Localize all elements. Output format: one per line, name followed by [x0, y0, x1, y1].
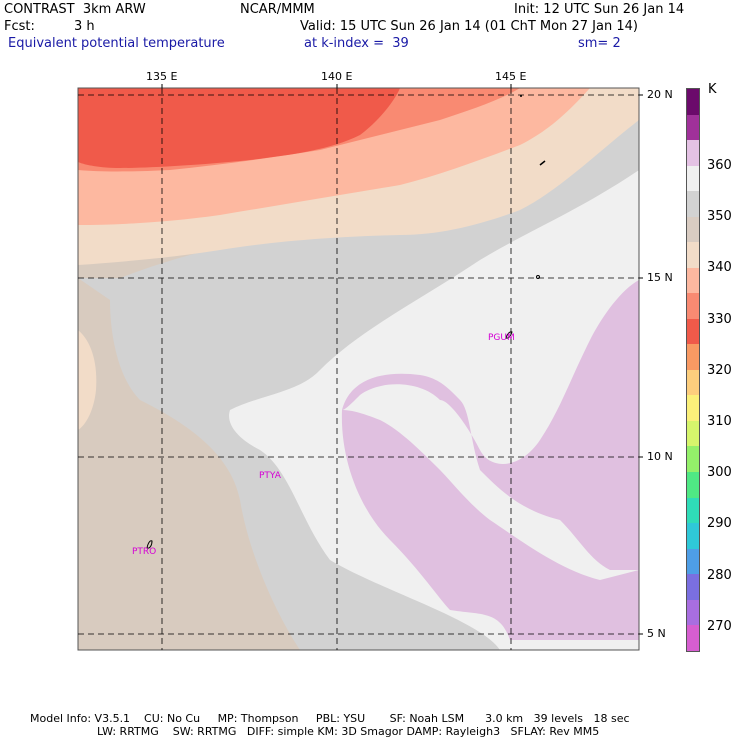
colorbar-cell — [687, 242, 699, 268]
colorbar-cell — [687, 140, 699, 166]
station-pgum: PGUM — [488, 333, 515, 343]
grid-lines — [78, 88, 639, 650]
colorbar-cell — [687, 369, 699, 396]
colorbar-cell — [687, 471, 699, 498]
lat-label-20: 20 N — [647, 88, 673, 101]
lon-label-135: 135 E — [146, 70, 178, 83]
footer-physics: LW: RRTMG SW: RRTMG DIFF: simple KM: 3D … — [97, 725, 600, 738]
colorbar-cell — [687, 599, 699, 626]
footer-model-info: Model Info: V3.5.1 CU: No Cu MP: Thompso… — [30, 712, 630, 725]
lat-label-5: 5 N — [647, 627, 666, 640]
model-title: CONTRAST 3km ARW — [4, 2, 146, 17]
colorbar-label: 350 — [707, 209, 732, 225]
palau-island — [146, 540, 153, 549]
colorbar — [686, 88, 700, 652]
guam-island — [505, 331, 513, 339]
field-band-white — [229, 170, 639, 650]
level-index: at k-index = 39 — [304, 36, 409, 51]
colorbar-cell — [687, 523, 699, 549]
tick-marks — [161, 84, 643, 635]
org-name: NCAR/MMM — [240, 2, 315, 17]
island-north — [539, 160, 546, 166]
colorbar-cell — [687, 625, 699, 651]
colorbar-cell — [687, 497, 699, 524]
colorbar-label: 320 — [707, 362, 732, 378]
field-band-lavender — [341, 280, 639, 640]
colorbar-cell — [687, 89, 699, 115]
island-top — [520, 95, 522, 97]
colorbar-cell — [687, 293, 699, 319]
station-ptya: PTYA — [259, 471, 281, 481]
colorbar-cell — [687, 216, 699, 243]
island-small — [536, 275, 540, 279]
colorbar-cell — [687, 395, 699, 421]
colorbar-label: 330 — [707, 311, 732, 327]
valid-time: Valid: 15 UTC Sun 26 Jan 14 (01 ChT Mon … — [300, 19, 638, 34]
colorbar-label: 270 — [707, 618, 732, 634]
colorbar-label: 340 — [707, 260, 732, 276]
lat-label-10: 10 N — [647, 450, 673, 463]
colorbar-cell — [687, 114, 699, 141]
colorbar-cell — [687, 446, 699, 472]
field-band-red — [78, 88, 400, 168]
station-ptro: PTRO — [132, 547, 157, 557]
lon-label-145: 145 E — [495, 70, 527, 83]
colorbar-label: 300 — [707, 465, 732, 481]
colorbar-label: 280 — [707, 567, 732, 583]
fcst-value: 3 h — [74, 19, 95, 34]
colorbar-cell — [687, 191, 699, 217]
colorbar-label: 360 — [707, 158, 732, 173]
lon-label-140: 140 E — [321, 70, 353, 83]
colorbar-label: 310 — [707, 414, 732, 429]
colorbar-cell — [687, 318, 699, 345]
colorbar-cell — [687, 344, 699, 370]
colorbar-unit: K — [708, 82, 717, 97]
init-time: Init: 12 UTC Sun 26 Jan 14 — [514, 2, 685, 17]
lat-label-15: 15 N — [647, 271, 673, 284]
fcst-label: Fcst: — [4, 19, 35, 34]
map-border — [77, 87, 640, 651]
colorbar-cell — [687, 574, 699, 600]
smoothing-value: sm= 2 — [578, 36, 621, 51]
colorbar-cell — [687, 420, 699, 447]
field-name: Equivalent potential temperature — [8, 36, 225, 51]
field-band-peach-left — [78, 330, 97, 430]
colorbar-label: 290 — [707, 516, 732, 532]
colorbar-cell — [687, 548, 699, 575]
colorbar-cell — [687, 267, 699, 294]
colorbar-cell — [687, 165, 699, 192]
